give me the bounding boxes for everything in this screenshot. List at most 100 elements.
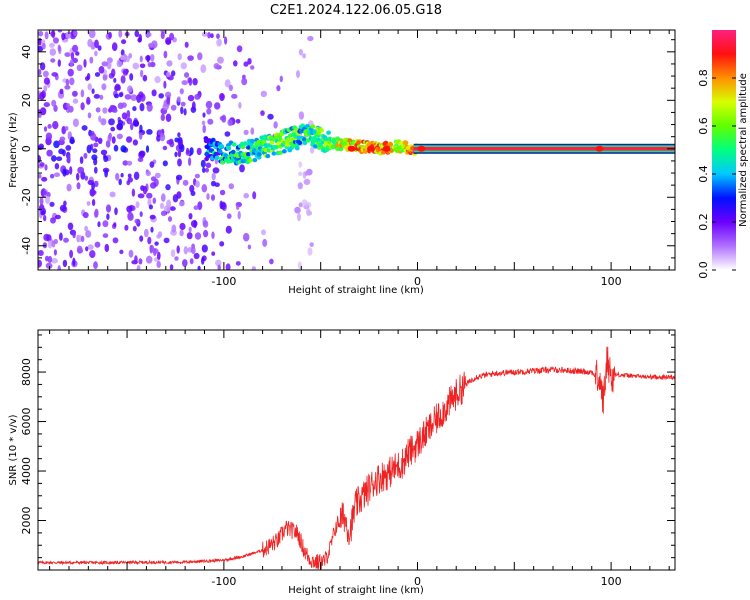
spectrogram-cell [193, 205, 199, 210]
spectrogram-cell [106, 60, 112, 70]
spectrogram-cell [201, 244, 208, 253]
spectrogram-cell [46, 149, 53, 157]
spectrogram-cell [164, 91, 172, 99]
spectrogram-cell [145, 170, 151, 177]
spectrogram-cell [194, 232, 202, 240]
spectrogram-cell [194, 93, 201, 100]
snr-ytick-label: 2000 [20, 507, 33, 535]
spectrogram-cell [178, 201, 185, 207]
spectrogram-cell [188, 213, 193, 220]
spectrogram-cell [93, 142, 99, 148]
snr-xlabel: Height of straight line (km) [288, 585, 424, 596]
spectrogram-cell [39, 92, 45, 101]
spectrogram-cell [250, 127, 255, 135]
spectrogram-cell [105, 204, 112, 213]
spectrogram-cell [45, 196, 51, 204]
ridge-cell [297, 140, 303, 145]
spectrogram-cell [166, 71, 171, 78]
spectrogram-cell [171, 70, 176, 77]
ridge-cell [388, 142, 394, 147]
spectrogram-cell [157, 251, 161, 260]
spectrogram-cell [101, 61, 109, 67]
spectrogram-cell [84, 175, 89, 181]
spectrogram-cell [86, 201, 91, 206]
spectrogram-cell [191, 101, 196, 110]
spectrogram-cell [126, 205, 133, 213]
spectrogram-cell [177, 138, 183, 147]
spectrogram-cell [188, 157, 192, 166]
ridge-cell [265, 153, 271, 159]
spectrogram-cell [192, 78, 198, 86]
spectrogram-cell [133, 171, 140, 180]
ridge-cell [294, 146, 300, 151]
snr-ylabel: SNR (10 * v/v) [8, 414, 19, 485]
spectrogram-cell [167, 216, 173, 222]
spectrogram-cell [219, 93, 225, 102]
spectrogram-cell [66, 183, 72, 192]
snr-panel: -100 0 100 2000 4000 6000 8000 Height of strai… [8, 329, 676, 596]
spectrogram-cell [83, 59, 87, 68]
spectrogram-cell [45, 262, 53, 269]
spectrogram-cell [184, 72, 190, 78]
spectrogram-cell [64, 52, 71, 57]
spectrogram-cell [95, 107, 101, 113]
snr-background [38, 330, 675, 570]
spectrogram-cell [43, 214, 47, 222]
spectrogram-cell [84, 225, 88, 232]
spectrogram-cell [206, 108, 212, 115]
spectrogram-cell [273, 121, 278, 129]
spectrogram-cell [202, 220, 209, 228]
spectrogram-cell [151, 248, 159, 254]
spectrogram-cell [150, 226, 154, 233]
spectrogram-cell [177, 132, 181, 138]
spectrogram-cell [235, 261, 241, 266]
ridge-cell [403, 140, 409, 145]
spectrogram-cell [103, 155, 109, 163]
spectrogram-cell [159, 133, 166, 142]
spectrogram-cell [175, 174, 183, 181]
spectrogram-cell [298, 161, 303, 168]
spectrogram-cell [202, 124, 206, 134]
spectrogram-cell [53, 172, 61, 177]
spectrogram-cell [59, 88, 64, 95]
spectrogram-cell [100, 118, 107, 126]
spectrogram-cell [139, 69, 144, 78]
ridge-cell [323, 136, 329, 142]
spectrogram-cell [87, 83, 92, 91]
spectrogram-cell [75, 51, 80, 56]
spectrogram-cell [179, 222, 186, 231]
ridge-cell [278, 150, 283, 155]
spectrogram-cell [307, 210, 313, 216]
spectrogram-cell [237, 211, 241, 220]
spectrogram-cell [89, 56, 94, 64]
spectrogram-cell [97, 45, 102, 51]
snr-ticks: -100 0 100 2000 4000 6000 8000 [20, 330, 675, 588]
ridge-cell [256, 152, 262, 157]
spectrogram-cell [163, 80, 167, 89]
spectrogram-cell [80, 235, 85, 243]
colorbar-tick-label: 0.8 [697, 69, 710, 87]
spectrogram-cell [195, 180, 200, 188]
spectrogram-cell [297, 213, 301, 222]
spectrogram-cell [86, 73, 91, 80]
colorbar-label: Normalized spectral amplitude [738, 73, 749, 227]
spectrogram-cell [112, 108, 118, 113]
spectrogram-cell [50, 30, 56, 37]
spectrogram-cell [186, 147, 190, 155]
spectrogram-cell [204, 168, 209, 173]
spectrogram-cell [260, 110, 265, 116]
ridge-cell [338, 146, 344, 152]
spectrogram-cell [197, 52, 203, 61]
spectrogram-cell [158, 93, 164, 99]
spectrogram-cell [194, 173, 200, 179]
spectrogram-cell [54, 163, 60, 170]
spectrogram-cell [138, 131, 143, 140]
spectrogram-cell [72, 118, 79, 127]
spectrogram-cell [91, 199, 96, 206]
spectrogram-cell [231, 93, 238, 99]
spectrogram-cell [118, 30, 123, 38]
spectrogram-cell [149, 214, 156, 220]
spectrogram-cell [82, 212, 89, 219]
spectrogram-cell [47, 124, 52, 129]
spectrogram-cell [233, 60, 238, 67]
